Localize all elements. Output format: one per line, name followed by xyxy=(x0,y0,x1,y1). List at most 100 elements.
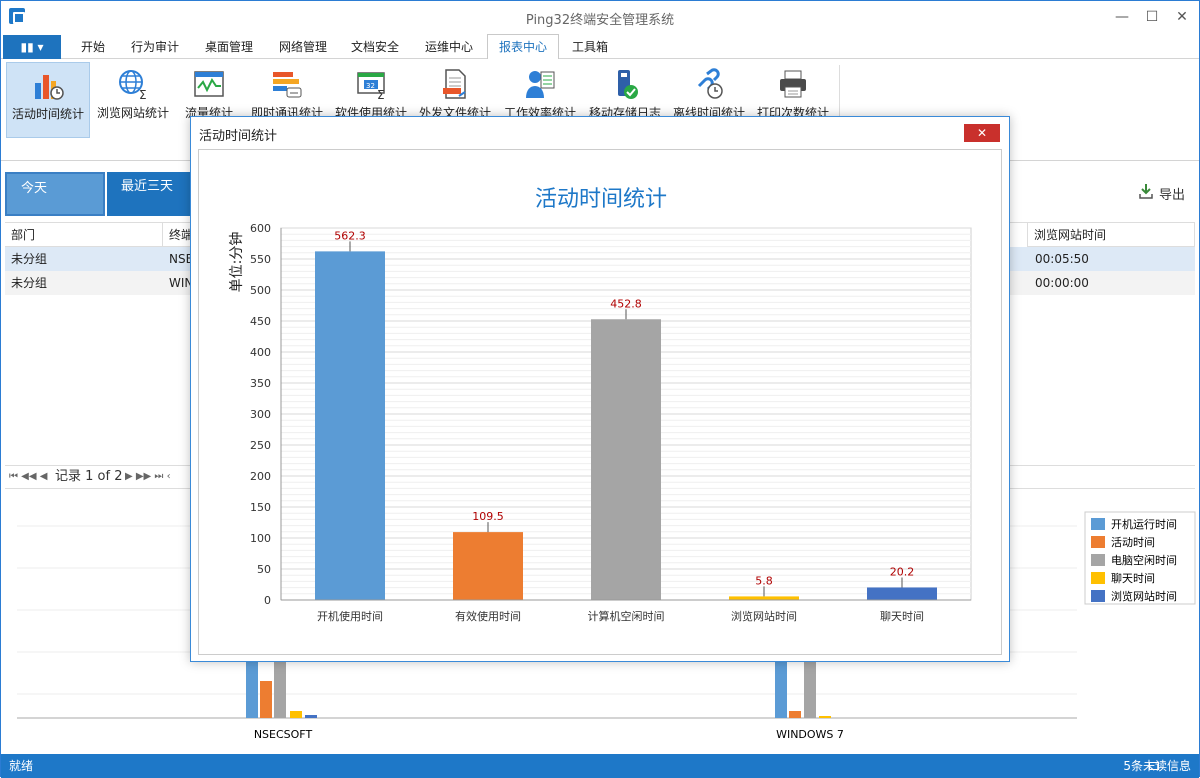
bar-value-label: 452.8 xyxy=(610,297,642,310)
y-tick-label: 300 xyxy=(250,408,271,421)
cell-dept: 未分组 xyxy=(11,252,48,266)
svg-text:Σ: Σ xyxy=(377,88,385,100)
filter-today-tab[interactable]: 今天 xyxy=(5,172,105,216)
window-title: Ping32终端安全管理系统 xyxy=(525,13,675,28)
ribbon-label: 浏览网站统计 xyxy=(96,106,169,120)
legend-label: 聊天时间 xyxy=(1111,571,1155,585)
pager-first-prev-icon[interactable]: ⏮ ◀◀ ◀ xyxy=(9,471,48,482)
bottom-bar xyxy=(290,711,302,718)
bar-value-label: 109.5 xyxy=(472,510,504,523)
minimize-button[interactable]: — xyxy=(1115,9,1129,25)
bar xyxy=(453,532,523,600)
bars: 562.3 109.5 452.8 5.8 20.2 xyxy=(315,229,937,600)
y-tick-label: 350 xyxy=(250,377,271,390)
x-tick-label: 聊天时间 xyxy=(880,609,924,623)
bottom-bar xyxy=(804,656,816,718)
bar-value-label: 562.3 xyxy=(334,229,366,242)
legend-label: 活动时间 xyxy=(1111,536,1155,549)
ribbon-label: 活动时间统计 xyxy=(11,107,84,121)
tab-document-security[interactable]: 文档安全 xyxy=(350,40,399,54)
chart-ylabel: 单位:分钟 xyxy=(228,232,245,293)
column-header-web-time[interactable]: 浏览网站时间 xyxy=(1027,223,1195,247)
legend-label: 浏览网站时间 xyxy=(1111,589,1177,603)
y-tick-label: 450 xyxy=(250,315,271,328)
ribbon-web-browse[interactable]: Σ 浏览网站统计 xyxy=(93,62,173,138)
tab-behavior-audit[interactable]: 行为审计 xyxy=(130,40,179,54)
tab-report-center[interactable]: 报表中心 xyxy=(487,34,559,60)
tab-toolbox[interactable]: 工具箱 xyxy=(571,40,608,54)
dialog-title: 活动时间统计 xyxy=(199,129,278,144)
pager-next-last-icon[interactable]: ▶ ▶▶ ⏭ ‹ xyxy=(125,471,171,482)
legend-swatch xyxy=(1091,554,1105,566)
x-tick-label: 有效使用时间 xyxy=(455,609,521,623)
tab-desktop-management[interactable]: 桌面管理 xyxy=(204,40,253,54)
y-tick-label: 500 xyxy=(250,284,271,297)
y-axis: 0 50 100 150 200 250 300 350 400 450 500 550 600 xyxy=(250,222,282,607)
bottom-bar xyxy=(789,711,801,718)
y-tick-label: 600 xyxy=(250,222,271,235)
svg-text:Σ: Σ xyxy=(139,88,147,100)
bar xyxy=(729,596,799,600)
export-label: 导出 xyxy=(1158,188,1185,203)
usb-storage-icon xyxy=(618,70,638,99)
bottom-bar xyxy=(274,656,286,718)
im-icon xyxy=(273,72,302,98)
pager-text: 记录 1 of 2 xyxy=(55,469,123,484)
export-button[interactable]: 导出 xyxy=(1139,184,1185,203)
y-tick-label: 150 xyxy=(250,501,271,514)
web-browse-icon: Σ xyxy=(119,70,147,100)
bottom-bar xyxy=(260,681,272,718)
cell-web-time: 00:05:50 xyxy=(1035,252,1089,266)
cell-web-time: 00:00:00 xyxy=(1035,276,1089,290)
y-tick-label: 250 xyxy=(250,439,271,452)
unread-messages-link[interactable]: 5条未读信息 xyxy=(1123,759,1191,773)
status-text: 就绪 xyxy=(9,759,34,773)
app-menu-button[interactable]: ▮▮ ▾ xyxy=(3,35,61,59)
print-icon xyxy=(780,70,806,98)
title-bar: Ping32终端安全管理系统 — ☐ ✕ xyxy=(1,1,1199,33)
x-tick-label: 计算机空闲时间 xyxy=(588,609,665,623)
legend-swatch xyxy=(1091,590,1105,602)
efficiency-icon xyxy=(526,71,555,98)
status-bar: 就绪 5条未读信息 xyxy=(1,754,1199,778)
bottom-bar xyxy=(246,656,258,718)
chart-title: 活动时间统计 xyxy=(535,187,667,212)
bottom-bar xyxy=(819,716,831,718)
bottom-bar xyxy=(305,715,317,718)
menu-bar: ▮▮ ▾ 开始 行为审计 桌面管理 网络管理 文档安全 运维中心 报表中心 工具… xyxy=(1,33,1199,60)
close-button[interactable]: ✕ xyxy=(1176,9,1188,25)
bar xyxy=(591,319,661,600)
tab-start[interactable]: 开始 xyxy=(80,40,105,54)
message-icon xyxy=(1149,762,1159,770)
app-logo-icon xyxy=(9,8,25,24)
cell-terminal: WIN xyxy=(169,276,194,290)
svg-text:32: 32 xyxy=(366,82,375,90)
x-axis: 开机使用时间 有效使用时间 计算机空闲时间 浏览网站时间 聊天时间 xyxy=(281,599,971,623)
traffic-icon xyxy=(194,71,224,97)
bottom-bar xyxy=(775,656,787,718)
tab-ops-center[interactable]: 运维中心 xyxy=(424,40,473,54)
software-icon: 32Σ xyxy=(357,72,385,100)
activity-time-chart: 活动时间统计 单位:分钟 0 50 100 150 200 250 300 350 400 450… xyxy=(228,187,972,623)
legend-swatch xyxy=(1091,572,1105,584)
legend-swatch xyxy=(1091,536,1105,548)
bar-value-label: 20.2 xyxy=(890,565,915,578)
y-tick-label: 0 xyxy=(264,594,271,607)
y-tick-label: 200 xyxy=(250,470,271,483)
maximize-button[interactable]: ☐ xyxy=(1145,9,1159,25)
dialog-close-button[interactable]: ✕ xyxy=(964,124,1000,142)
legend-swatch xyxy=(1091,518,1105,530)
column-header-dept[interactable]: 部门 xyxy=(5,223,163,247)
activity-time-dialog: 活动时间统计 ✕ 活动时间统计 单位:分钟 0 50 100 150 200 250 300… xyxy=(190,116,1010,662)
ribbon-separator xyxy=(839,65,840,127)
dialog-content: 活动时间统计 单位:分钟 0 50 100 150 200 250 300 350 400 450… xyxy=(198,149,1002,655)
ribbon-activity-time[interactable]: 活动时间统计 xyxy=(6,62,90,138)
x-tick-label: 浏览网站时间 xyxy=(731,609,797,623)
legend-label: 开机运行时间 xyxy=(1111,517,1177,531)
grid-lines xyxy=(281,227,971,601)
tab-network-management[interactable]: 网络管理 xyxy=(278,40,327,54)
export-icon xyxy=(1139,184,1153,199)
y-tick-label: 550 xyxy=(250,253,271,266)
outgoing-file-icon xyxy=(443,69,466,99)
cell-terminal: NSE xyxy=(169,252,194,266)
